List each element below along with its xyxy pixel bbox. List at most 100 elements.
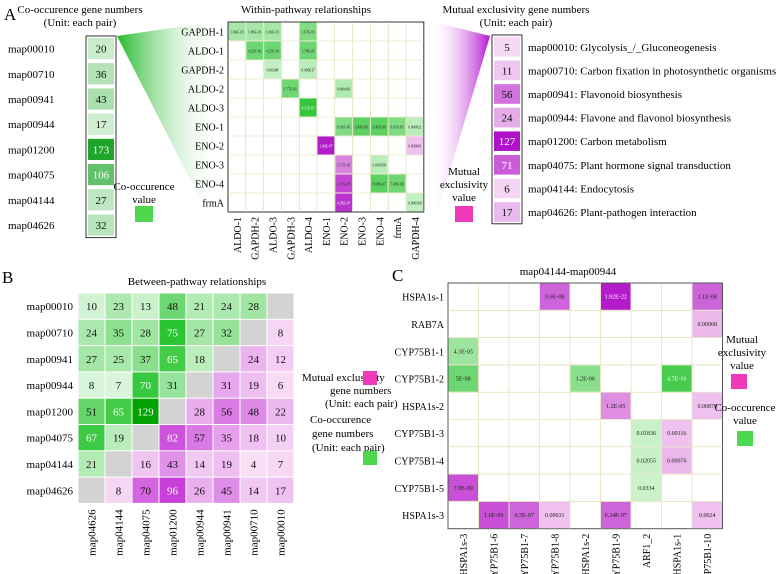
- cell-value-label: 0.01836: [637, 431, 657, 437]
- cell-value-label: 10: [86, 301, 98, 313]
- cell-value-label: 35: [113, 327, 125, 339]
- cell-value-label: 4.3E-05: [454, 349, 473, 355]
- mutual-cell: [213, 372, 240, 398]
- cell-value-label: 1.06E-05: [248, 31, 261, 35]
- panel-b-letter: B: [2, 268, 13, 287]
- panel-b-mut-swatch: [363, 371, 377, 385]
- cell-value-label: 67: [86, 433, 98, 445]
- row-label: ENO-1: [195, 123, 224, 134]
- column-label: CYP75B1-7: [520, 534, 531, 574]
- cooc-cell: [246, 41, 264, 60]
- mutual-value-cell: [494, 131, 520, 151]
- cell-value-label: 1.06E-05: [266, 31, 279, 35]
- cooc-cell: [105, 346, 132, 372]
- cell-value-label: 8.91E-05: [390, 126, 403, 130]
- cell-value-label: 96: [167, 485, 179, 497]
- cooc-row-label: map00944: [8, 119, 55, 131]
- cell-value-label: 48: [167, 301, 179, 313]
- cell-value-label: 24: [221, 301, 233, 313]
- mutual-legend-label-3: value: [452, 192, 476, 204]
- mutual-cell: [335, 155, 353, 174]
- cooc-cell: [299, 98, 317, 117]
- row-label: CYP75B1-2: [395, 375, 444, 386]
- cell-value-label: 21: [86, 459, 97, 471]
- mutual-cell: [509, 501, 539, 529]
- mutual-cell: [267, 425, 294, 451]
- cell-value-label: 37: [140, 354, 152, 366]
- mutual-cell: [692, 310, 722, 338]
- cell-value-label: 19: [248, 380, 260, 392]
- cooc-cell: [406, 193, 424, 212]
- cooc-value-label: 36: [96, 69, 108, 81]
- mutual-cell: [105, 477, 132, 503]
- mutual-cell: [448, 474, 478, 501]
- cooc-cell: [264, 22, 281, 41]
- cell-value-label: 0.000881: [408, 145, 422, 149]
- cell-value-label: 12: [275, 354, 286, 366]
- cooc-row-label: map00941: [8, 94, 54, 106]
- row-label: frmA: [202, 199, 224, 210]
- panel-b-cooc-swatch: [363, 451, 377, 465]
- cell-value-label: 14: [248, 485, 260, 497]
- pathway-description: map00010: Glycolysis_/_Gluconeogenesis: [528, 42, 717, 54]
- cell-value-label: 0.00879: [698, 404, 718, 410]
- column-label: GAPDH-2: [251, 217, 262, 260]
- cooc-value-cell: [88, 214, 114, 236]
- mutual-value-cell: [494, 84, 520, 104]
- panel-a-within-title: Within-pathway relationships: [241, 4, 371, 16]
- cooc-cell: [132, 319, 159, 346]
- mutual-cell: [213, 398, 240, 424]
- cooc-cell: [105, 425, 132, 451]
- cell-value-label: 4.35E-07: [337, 202, 350, 206]
- mutual-cell: [186, 398, 213, 424]
- pathway-description: map00941: Flavonoid biosynthesis: [528, 89, 682, 101]
- cell-value-label: 0.000768: [373, 164, 387, 168]
- cooc-cell: [370, 174, 388, 193]
- row-label: ALDO-3: [188, 104, 224, 115]
- column-label: GAPDH-4: [411, 217, 422, 260]
- cooc-legend-label-2: value: [132, 194, 156, 206]
- cooc-row-label: map04144: [8, 195, 55, 207]
- row-label: map00944: [27, 380, 74, 392]
- cooc-value-cell: [88, 138, 114, 160]
- mutual-cell: [213, 451, 240, 477]
- cooc-cell: [132, 372, 159, 398]
- row-label: CYP75B1-4: [395, 456, 444, 467]
- column-label: HSPA1s-3: [459, 534, 470, 574]
- cell-value-label: 5.17E-05: [337, 164, 350, 168]
- cooc-cell: [240, 293, 267, 319]
- mutual-cell: [159, 425, 186, 451]
- cooc-value-label: 43: [96, 94, 108, 106]
- cooc-value-cell: [88, 63, 114, 85]
- mutual-cell: [240, 398, 267, 424]
- cooc-cell: [78, 346, 105, 372]
- cell-value-label: 18: [248, 433, 260, 445]
- mutual-cell: [479, 501, 509, 529]
- mutual-cell: [601, 392, 631, 419]
- cell-value-label: 7: [116, 380, 122, 392]
- panel-c-heatmap: 9.6E-08 1.92E-22 1.1E-08 0.00068 4.3E-05 5E-0…: [395, 282, 723, 574]
- mutual-cell: [267, 319, 294, 346]
- cell-value-label: 1.6E-09: [484, 513, 503, 519]
- cooc-cell: [370, 155, 388, 174]
- cooc-row-label: map00710: [8, 69, 55, 81]
- row-label: ENO-2: [195, 142, 224, 153]
- mutual-value-label: 11: [502, 65, 513, 77]
- mutual-cell: [601, 501, 631, 529]
- diagonal-cell: [186, 372, 213, 398]
- column-label: map00944: [195, 509, 207, 556]
- diagonal-cell: [105, 451, 132, 477]
- cooc-value-cell: [88, 38, 114, 60]
- cell-value-label: 7.68E-06: [390, 183, 403, 187]
- cell-value-label: 0.000368: [408, 202, 422, 206]
- column-label: map04626: [87, 509, 99, 556]
- pathway-description: map04626: Plant-pathogen interaction: [528, 207, 697, 219]
- cell-value-label: 48: [248, 406, 260, 418]
- cell-value-label: 0.000491: [337, 88, 351, 92]
- panel-c-legend-cooc-1: Co-occurence: [714, 402, 775, 414]
- cell-value-label: 25: [113, 354, 125, 366]
- mutual-cell: [159, 477, 186, 503]
- column-label: CYP75B1-9: [612, 534, 623, 574]
- mutual-cell: [267, 398, 294, 424]
